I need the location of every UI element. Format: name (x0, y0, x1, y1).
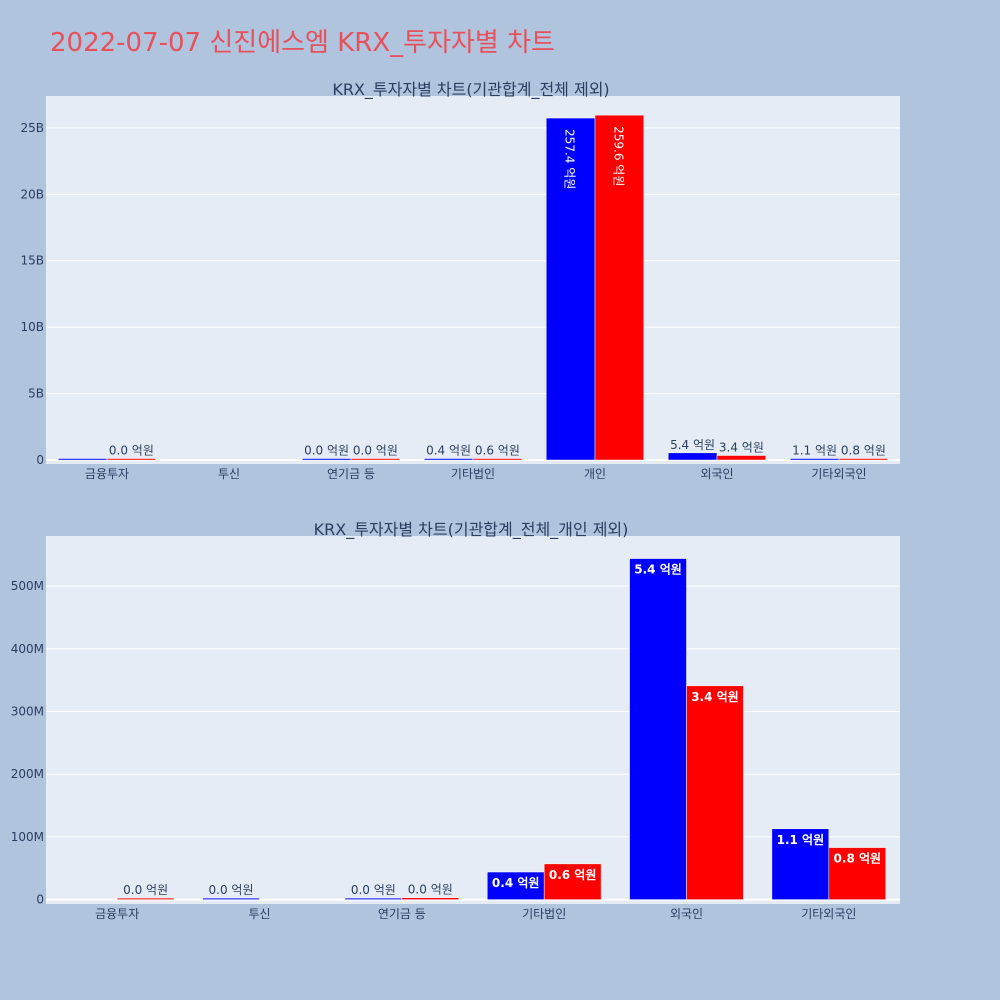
x-tick-label: 연기금 등 (378, 907, 426, 921)
y-tick-label: 500M (11, 579, 44, 593)
x-tick-label: 개인 (584, 467, 606, 481)
bar (716, 455, 767, 461)
bar (423, 458, 474, 461)
x-tick-label: 연기금 등 (327, 467, 375, 481)
chart-title: KRX_투자자별 차트(기관합계_전체_개인 제외) (314, 520, 629, 540)
data-label: 0.0 억원 (408, 883, 453, 897)
x-tick-label: 기타법인 (522, 907, 566, 921)
x-tick-label: 외국인 (670, 907, 703, 921)
bar (838, 458, 889, 461)
bar (472, 458, 523, 461)
bar (828, 847, 887, 900)
x-tick-label: 외국인 (700, 467, 733, 481)
bar (202, 897, 260, 900)
data-label: 0.0 억원 (353, 444, 398, 458)
data-label: 0.4 억원 (426, 444, 471, 458)
chart-title: KRX_투자자별 차트(기관합계_전체 제외) (332, 80, 609, 100)
y-tick-label: 0 (36, 893, 44, 907)
page-title: 2022-07-07 신진에스엠 KRX_투자자별 차트 (50, 28, 555, 58)
data-label: 0.0 억원 (351, 883, 396, 897)
y-tick-label: 25B (20, 121, 44, 135)
data-label: 0.0 억원 (109, 444, 154, 458)
data-label: 0.0 억원 (209, 883, 254, 897)
x-tick-label: 금융투자 (85, 467, 129, 481)
data-label: 257.4 억원 (563, 129, 577, 189)
y-tick-label: 5B (28, 387, 44, 401)
bar (667, 452, 718, 461)
x-tick-label: 금융투자 (95, 907, 139, 921)
data-label: 5.4 억원 (634, 563, 682, 577)
bar (350, 458, 401, 461)
bar (629, 558, 687, 900)
data-label: 0.0 억원 (304, 444, 349, 458)
y-tick-label: 200M (11, 767, 44, 781)
plot-area (46, 96, 900, 464)
y-tick-label: 0 (36, 453, 44, 467)
data-label: 3.4 억원 (719, 440, 764, 454)
plot-area (46, 536, 900, 904)
data-label: 0.6 억원 (475, 444, 520, 458)
bar (106, 458, 157, 461)
x-tick-label: 투신 (218, 467, 240, 481)
y-tick-label: 400M (11, 642, 44, 656)
data-label: 3.4 억원 (691, 690, 739, 704)
y-tick-label: 300M (11, 705, 44, 719)
bar (116, 897, 175, 900)
data-label: 0.8 억원 (834, 852, 882, 866)
y-tick-label: 10B (20, 320, 44, 334)
x-tick-label: 기타외국인 (811, 467, 866, 481)
y-tick-label: 20B (20, 187, 44, 201)
bar (486, 871, 545, 900)
y-tick-label: 100M (11, 830, 44, 844)
bar (401, 897, 460, 900)
data-label: 0.0 억원 (123, 883, 168, 897)
data-label: 0.8 억원 (841, 444, 886, 458)
x-tick-label: 기타법인 (451, 467, 495, 481)
bar (686, 685, 744, 900)
y-tick-label: 15B (20, 254, 44, 268)
bar (543, 863, 602, 900)
data-label: 1.1 억원 (792, 444, 837, 458)
data-label: 5.4 억원 (670, 438, 715, 452)
bar (594, 114, 645, 461)
x-tick-label: 기타외국인 (801, 907, 856, 921)
bar (789, 458, 840, 461)
bar (301, 458, 352, 461)
data-label: 259.6 억원 (611, 126, 625, 186)
bar (57, 458, 108, 461)
bar (344, 897, 403, 900)
data-label: 0.6 억원 (549, 868, 597, 882)
data-label: 1.1 억원 (777, 833, 825, 847)
data-label: 0.4 억원 (492, 876, 540, 890)
x-tick-label: 투신 (248, 907, 270, 921)
